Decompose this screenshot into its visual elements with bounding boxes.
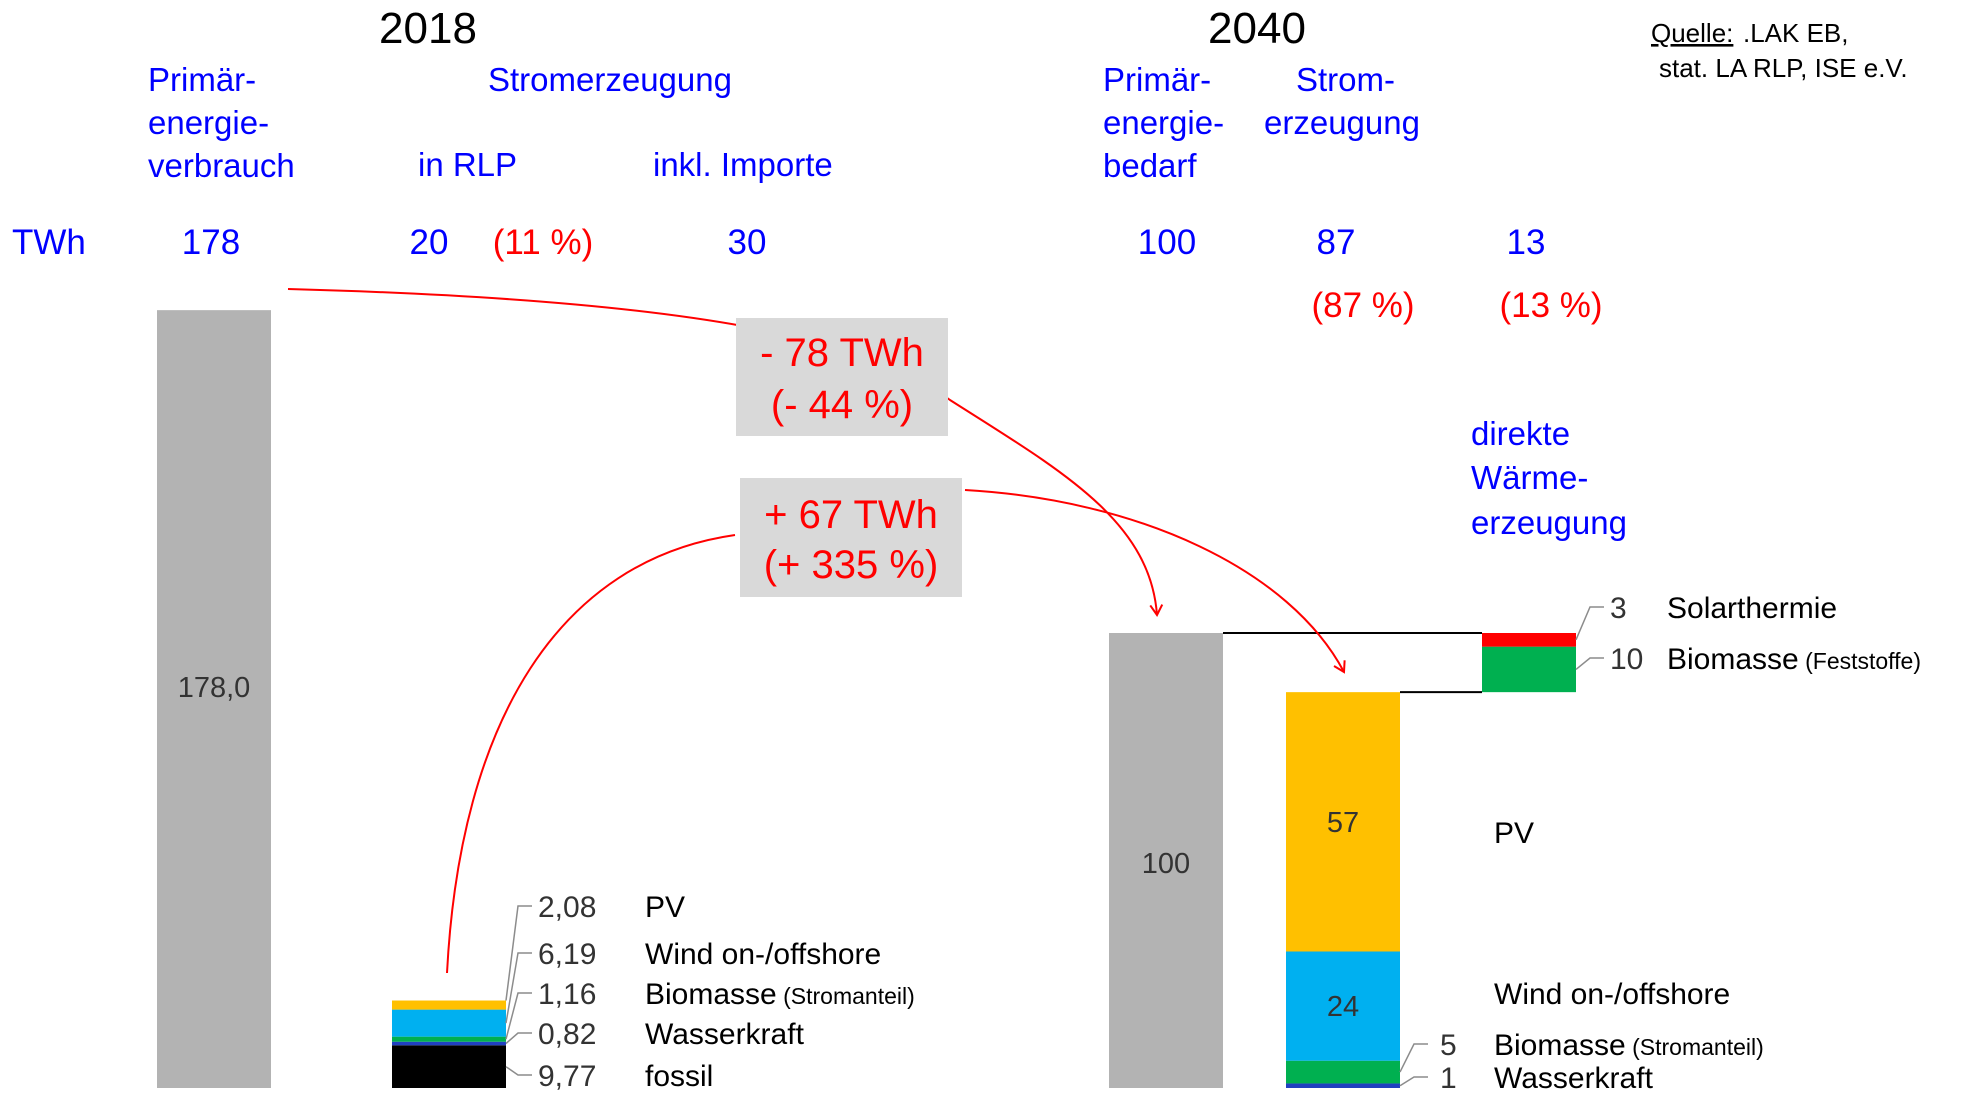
bar-2040-primary (1109, 633, 1223, 1088)
callout-line: + 67 TWh (764, 493, 938, 537)
header-line: energie- (1103, 104, 1224, 141)
bar-2018-biomasse (392, 1036, 506, 1042)
legend-suffix: (Stromanteil) (1626, 1034, 1764, 1060)
leader-line (505, 905, 532, 1001)
header-stromerzeugung: Stromerzeugung (488, 61, 732, 98)
legend-label: Wind on-/offshore (1494, 978, 1730, 1011)
legend-suffix: (Stromanteil) (777, 983, 915, 1009)
header-line: Primär- (148, 61, 256, 98)
header-line: erzeugung (1471, 504, 1627, 541)
leader-line (505, 952, 532, 1024)
leader-line (1399, 1076, 1428, 1087)
value-label: 1 (1440, 1062, 1457, 1093)
arrow-strom-start (446, 534, 736, 974)
value-label: 5 (1440, 1029, 1457, 1062)
bar-2018-fossil (392, 1045, 506, 1088)
value-label: 1,16 (538, 978, 596, 1011)
callout-line: (+ 335 %) (764, 543, 939, 587)
header-line: bedarf (1103, 147, 1197, 184)
legend-label: Biomasse (Stromanteil) (1494, 1029, 1764, 1062)
legend-label: Solarthermie (1667, 592, 1837, 625)
bar-label-2018-primary: 178,0 (178, 672, 251, 704)
leader-line (505, 1032, 532, 1045)
legend-label: Wind on-/offshore (645, 938, 881, 971)
bar-value-label: 24 (1327, 991, 1359, 1023)
header-imports: inkl. Importe (653, 146, 833, 183)
leader-line (505, 992, 532, 1040)
header-line: erzeugung (1264, 104, 1420, 141)
bar-2040-heat-biomasse (1482, 646, 1576, 693)
value-2018-primary: 178 (182, 223, 240, 262)
legend-suffix: (Feststoffe) (1799, 648, 1921, 674)
bar-2040-pv (1286, 692, 1400, 952)
bar-label-2040-primary: 100 (1142, 848, 1190, 880)
change-callout-strom: + 67 TWh (+ 335 %) (740, 478, 962, 597)
legend-label: fossil (645, 1060, 713, 1093)
header-2018-primary: Primär- energie- verbrauch (148, 61, 295, 184)
source-note: Quelle: .LAK EB, stat. LA RLP, ISE e.V. (1651, 18, 1908, 83)
bar-2018-pv (392, 1000, 506, 1010)
header-in-rlp: in RLP (418, 146, 517, 183)
change-callout-primary: - 78 TWh (- 44 %) (736, 318, 948, 436)
legend-label: Wasserkraft (645, 1018, 805, 1051)
bar-2018-primary (157, 310, 271, 1088)
connectors-layer (505, 606, 1604, 1087)
legend-label: PV (1494, 817, 1534, 850)
bar-value-label: 57 (1327, 807, 1359, 839)
value-2040-heat: 13 (1507, 223, 1546, 262)
legend-label: Biomasse (Stromanteil) (645, 978, 915, 1011)
leader-line (1575, 606, 1604, 641)
legend-label: Biomasse (Feststoffe) (1667, 643, 1921, 676)
value-label: 6,19 (538, 938, 596, 971)
header-2040-heat: direkte Wärme- erzeugung (1471, 415, 1627, 541)
year-2018: 2018 (379, 4, 477, 53)
value-label: 10 (1610, 643, 1643, 676)
bar-2040-biomasse (1286, 1060, 1400, 1084)
source-line1: .LAK EB, (1743, 18, 1849, 48)
value-2040-primary: 100 (1138, 223, 1196, 262)
value-2018-imports: 30 (728, 223, 767, 262)
header-line: Primär- (1103, 61, 1211, 98)
bar-2040-heat-solarthermie (1482, 633, 1576, 647)
value-label: 2,08 (538, 891, 596, 924)
header-line: verbrauch (148, 147, 295, 184)
leader-line (1399, 1043, 1428, 1073)
value-2040-strom: 87 (1317, 223, 1356, 262)
header-2040-primary: Primär- energie- bedarf (1103, 61, 1224, 184)
header-2040-strom: Strom- erzeugung (1264, 61, 1420, 141)
callout-line: - 78 TWh (760, 331, 924, 375)
legend-label: Wasserkraft (1494, 1062, 1654, 1093)
source-line2: stat. LA RLP, ISE e.V. (1659, 53, 1908, 83)
bar-2018-wind-on-offshore (392, 1009, 506, 1037)
bar-2040-wind-on-offshore (1286, 951, 1400, 1061)
value-2018-in-rlp: 20 (410, 223, 449, 262)
legend-label: PV (645, 891, 685, 924)
arrow-strom-end (964, 489, 1346, 674)
leader-line (1575, 657, 1604, 670)
unit-label: TWh (12, 223, 86, 262)
share-2018-in-rlp: (11 %) (493, 223, 594, 262)
header-line: Strom- (1296, 61, 1395, 98)
value-label: 0,82 (538, 1018, 596, 1051)
bar-2040-wasserkraft (1286, 1083, 1400, 1088)
header-line: direkte (1471, 415, 1570, 452)
leader-line (505, 1066, 532, 1076)
share-2040-strom: (87 %) (1311, 286, 1414, 325)
bars-layer (157, 310, 1576, 1088)
callout-line: (- 44 %) (771, 383, 913, 427)
source-label: Quelle: (1651, 18, 1733, 48)
value-label: 3 (1610, 592, 1627, 625)
bar-2018-wasserkraft (392, 1041, 506, 1046)
labels-layer: 178,0 100 9,77 fossil 0,82 Wasserkraft 1,16 Bio… (178, 592, 1921, 1093)
value-label: 9,77 (538, 1060, 596, 1093)
arrow-primary-change (287, 288, 1164, 617)
year-2040: 2040 (1208, 4, 1306, 53)
callout-background (736, 318, 948, 436)
callout-background (740, 478, 962, 597)
header-line: energie- (148, 104, 269, 141)
share-2040-heat: (13 %) (1499, 286, 1602, 325)
header-line: Wärme- (1471, 459, 1588, 496)
